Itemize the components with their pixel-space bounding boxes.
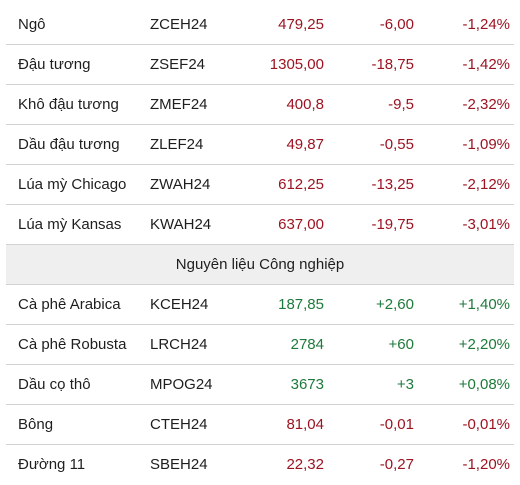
change-percent: -1,24% bbox=[462, 16, 510, 33]
change-value: -0,55 bbox=[379, 136, 414, 153]
change-value: -13,25 bbox=[371, 176, 414, 193]
price-value: 2784 bbox=[290, 336, 324, 353]
change-value: -9,5 bbox=[388, 96, 414, 113]
commodity-name: Lúa mỳ Kansas bbox=[18, 216, 122, 233]
table-row: Đường 11 SBEH24 22,32 -0,27 -1,20% bbox=[6, 445, 514, 485]
price-value: 187,85 bbox=[278, 296, 324, 313]
price-value: 81,04 bbox=[286, 416, 324, 433]
price-value: 49,87 bbox=[286, 136, 324, 153]
price-value: 22,32 bbox=[286, 456, 324, 473]
contract-code: ZSEF24 bbox=[150, 56, 206, 73]
change-value: -19,75 bbox=[371, 216, 414, 233]
table-row: Lúa mỳ Chicago ZWAH24 612,25 -13,25 -2,1… bbox=[6, 165, 514, 205]
change-value: -18,75 bbox=[371, 56, 414, 73]
commodity-name: Khô đậu tương bbox=[18, 96, 119, 113]
change-percent: -0,01% bbox=[462, 416, 510, 433]
contract-code: ZMEF24 bbox=[150, 96, 208, 113]
contract-code: KWAH24 bbox=[150, 216, 212, 233]
commodity-name: Bông bbox=[18, 416, 54, 433]
contract-code: KCEH24 bbox=[150, 296, 209, 313]
change-value: -0,01 bbox=[379, 416, 414, 433]
change-percent: -1,42% bbox=[462, 56, 510, 73]
price-value: 637,00 bbox=[278, 216, 324, 233]
table-row: Dầu cọ thô MPOG24 3673 +3 +0,08% bbox=[6, 365, 514, 405]
table-row: Dầu đậu tương ZLEF24 49,87 -0,55 -1,09% bbox=[6, 125, 514, 165]
contract-code: ZLEF24 bbox=[150, 136, 204, 153]
change-value: -6,00 bbox=[379, 16, 414, 33]
price-value: 400,8 bbox=[286, 96, 324, 113]
change-value: +2,60 bbox=[376, 296, 414, 313]
change-percent: +0,08% bbox=[458, 376, 510, 393]
change-value: +60 bbox=[388, 336, 414, 353]
commodity-name: Cà phê Robusta bbox=[18, 336, 127, 353]
change-percent: -2,32% bbox=[462, 96, 510, 113]
table-row: Đậu tương ZSEF24 1305,00 -18,75 -1,42% bbox=[6, 45, 514, 85]
table-row: Lúa mỳ Kansas KWAH24 637,00 -19,75 -3,01… bbox=[6, 205, 514, 245]
change-percent: +2,20% bbox=[458, 336, 510, 353]
table-row: Bông CTEH24 81,04 -0,01 -0,01% bbox=[6, 405, 514, 445]
change-percent: -1,09% bbox=[462, 136, 510, 153]
change-value: +3 bbox=[396, 376, 414, 393]
contract-code: LRCH24 bbox=[150, 336, 208, 353]
contract-code: SBEH24 bbox=[150, 456, 208, 473]
price-value: 612,25 bbox=[278, 176, 324, 193]
change-value: -0,27 bbox=[379, 456, 414, 473]
change-percent: -1,20% bbox=[462, 456, 510, 473]
table-row: Ngô ZCEH24 479,25 -6,00 -1,24% bbox=[6, 5, 514, 45]
contract-code: ZCEH24 bbox=[150, 16, 208, 33]
change-percent: -3,01% bbox=[462, 216, 510, 233]
commodity-price-table: Ngô ZCEH24 479,25 -6,00 -1,24% Đậu tương… bbox=[6, 5, 514, 485]
change-percent: -2,12% bbox=[462, 176, 510, 193]
contract-code: MPOG24 bbox=[150, 376, 213, 393]
contract-code: ZWAH24 bbox=[150, 176, 211, 193]
contract-code: CTEH24 bbox=[150, 416, 208, 433]
commodity-name: Dầu cọ thô bbox=[18, 376, 91, 393]
table-row: Cà phê Arabica KCEH24 187,85 +2,60 +1,40… bbox=[6, 285, 514, 325]
commodity-name: Đường 11 bbox=[18, 456, 86, 473]
commodity-name: Đậu tương bbox=[18, 56, 91, 73]
commodity-name: Cà phê Arabica bbox=[18, 296, 121, 313]
price-value: 479,25 bbox=[278, 16, 324, 33]
commodity-name: Ngô bbox=[18, 16, 46, 33]
price-value: 1305,00 bbox=[269, 56, 324, 73]
table-row: Cà phê Robusta LRCH24 2784 +60 +2,20% bbox=[6, 325, 514, 365]
change-percent: +1,40% bbox=[458, 296, 510, 313]
commodity-name: Lúa mỳ Chicago bbox=[18, 176, 127, 193]
section-header: Nguyên liệu Công nghiệp bbox=[6, 245, 514, 285]
commodity-name: Dầu đậu tương bbox=[18, 136, 120, 153]
table-row: Khô đậu tương ZMEF24 400,8 -9,5 -2,32% bbox=[6, 85, 514, 125]
section-title: Nguyên liệu Công nghiệp bbox=[175, 256, 345, 273]
price-value: 3673 bbox=[290, 376, 324, 393]
